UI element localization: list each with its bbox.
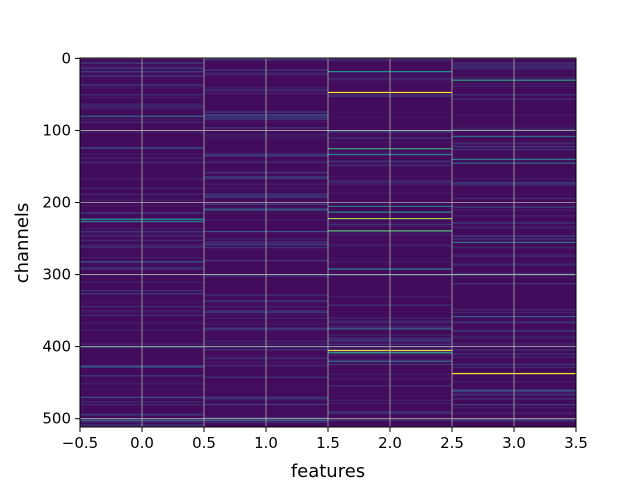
x-tick-label: 1.0 [254, 434, 278, 452]
x-axis-label: features [291, 461, 365, 480]
x-tick-label: 3.0 [502, 434, 526, 452]
x-axis-ticks: −0.5 0.0 0.5 1.0 1.5 2.0 2.5 3.0 3.5 [62, 427, 588, 452]
y-tick-label: 500 [42, 410, 71, 428]
grid-lines [80, 57, 576, 427]
x-tick-label: 3.5 [564, 434, 588, 452]
x-tick-label: −0.5 [62, 434, 98, 452]
y-axis-ticks: 0 100 200 300 400 500 [42, 49, 80, 428]
y-tick-label: 200 [42, 194, 71, 212]
y-tick-label: 0 [61, 49, 71, 67]
y-tick-label: 400 [42, 338, 71, 356]
y-tick-label: 100 [42, 121, 71, 139]
x-tick-label: 2.5 [440, 434, 464, 452]
y-tick-label: 300 [42, 266, 71, 284]
y-axis-label: channels [12, 203, 33, 284]
x-tick-label: 1.5 [316, 434, 340, 452]
x-tick-label: 0.5 [192, 434, 216, 452]
x-tick-label: 2.0 [378, 434, 402, 452]
x-tick-label: 0.0 [130, 434, 154, 452]
